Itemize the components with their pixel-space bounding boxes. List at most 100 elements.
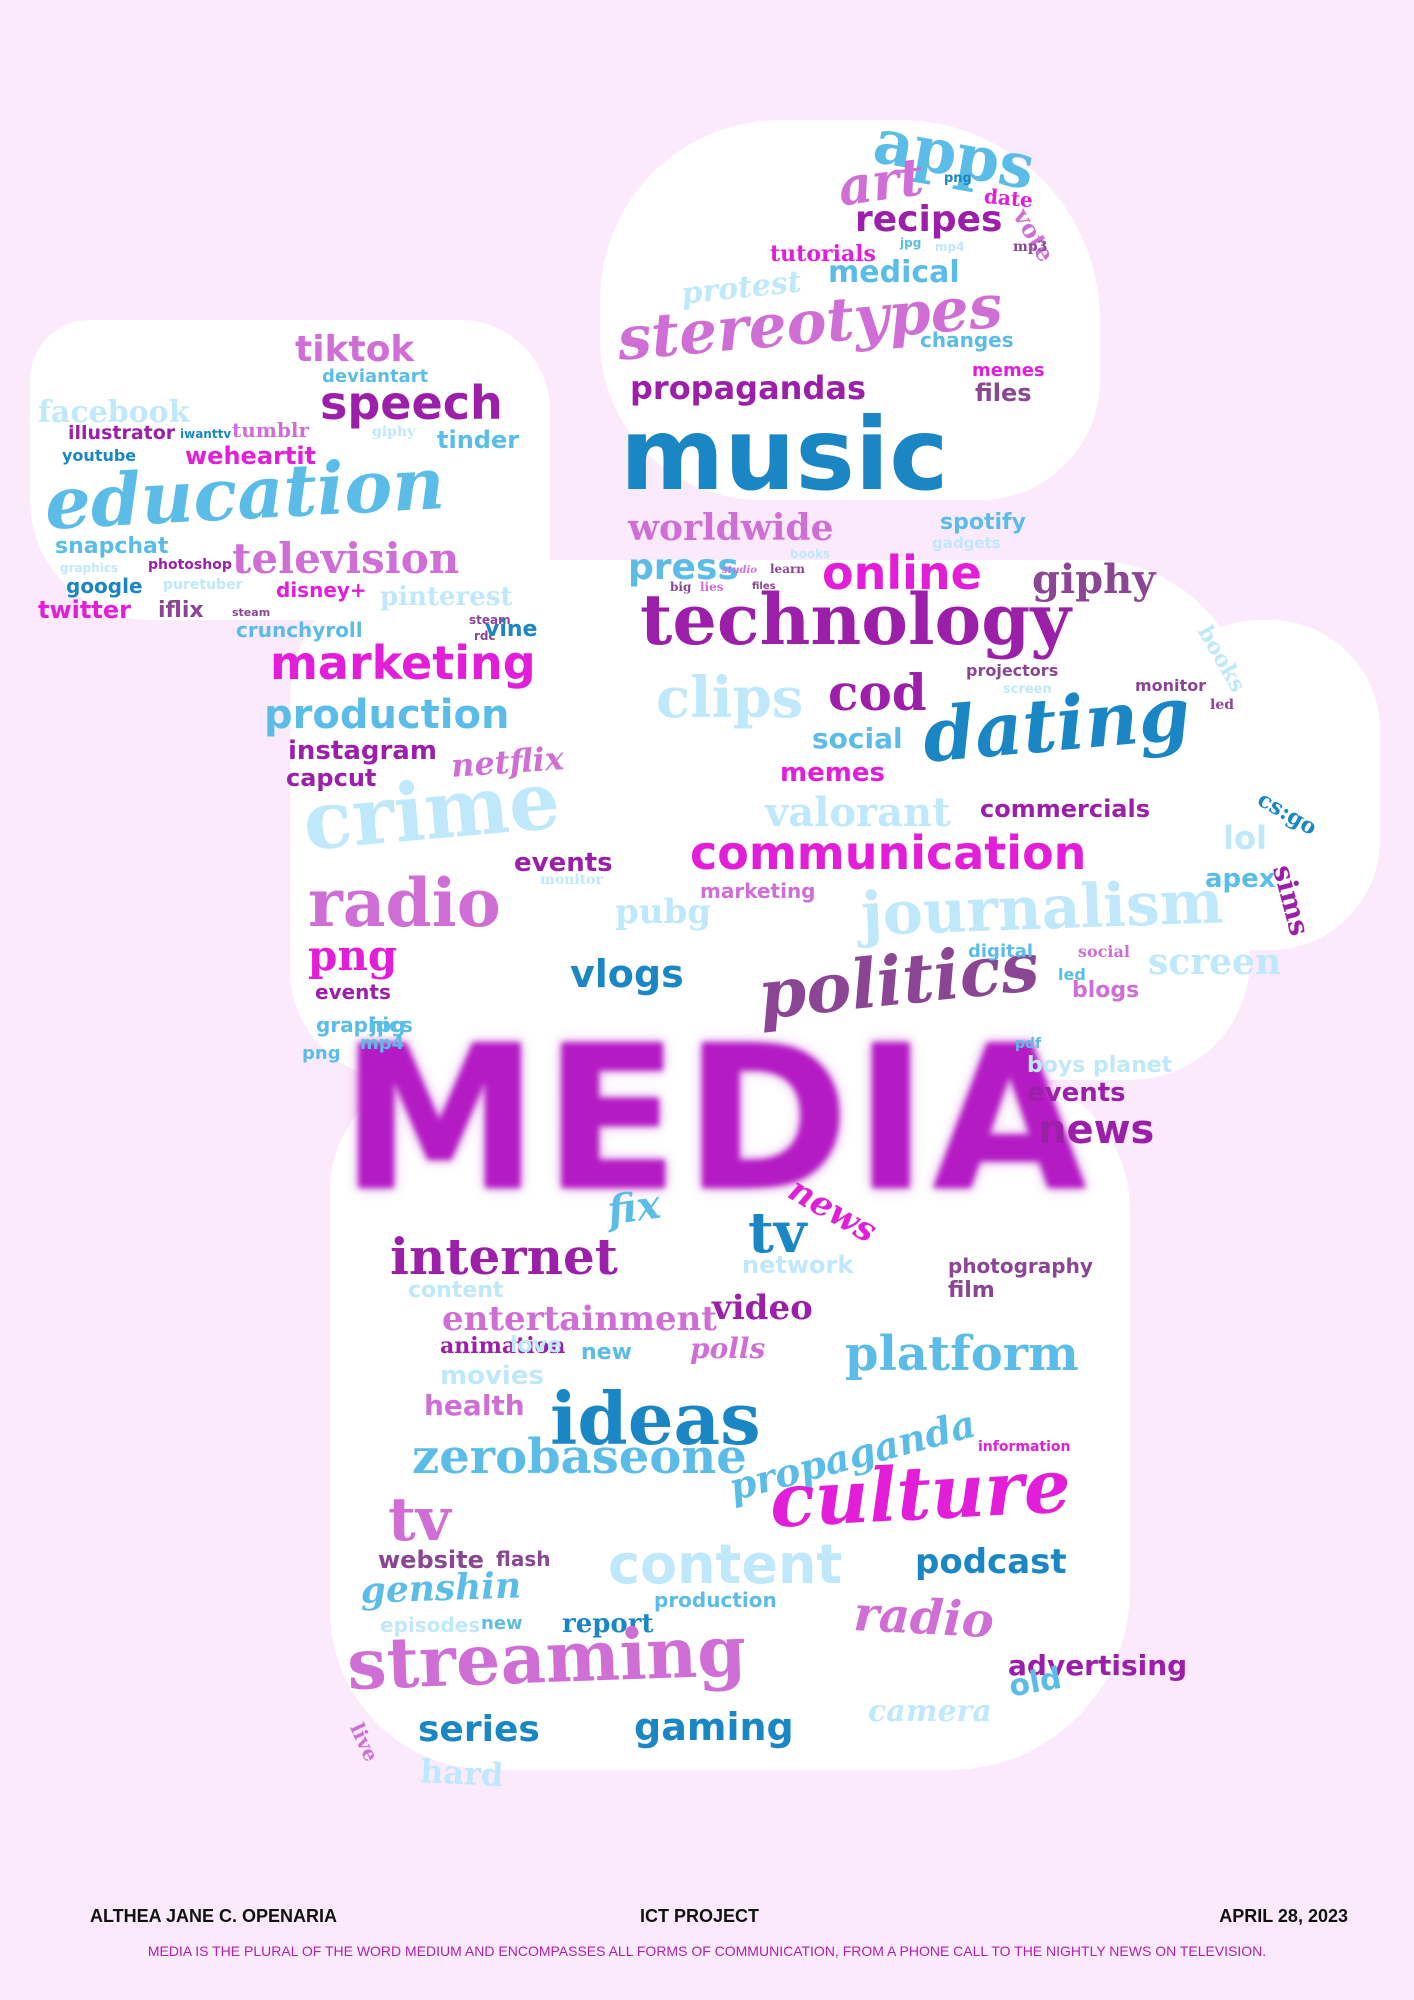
cloud-word: mp3 [1013, 239, 1048, 255]
cloud-word: memes [972, 360, 1045, 381]
cloud-word: streaming [345, 1609, 748, 1706]
cloud-word: social [812, 722, 903, 755]
cloud-word: rdc [474, 629, 496, 643]
cloud-word: platform [845, 1326, 1079, 1382]
cloud-word: weheartit [185, 442, 317, 470]
cloud-word: marketing [270, 636, 536, 690]
cloud-word: crime [299, 752, 564, 869]
cloud-word: crunchyroll [236, 618, 363, 642]
cloud-word: illustrator [68, 422, 176, 444]
cloud-word: zerobaseone [412, 1429, 747, 1485]
cloud-word: digital [968, 941, 1034, 962]
cloud-word: news [1038, 1107, 1155, 1153]
cloud-word: iwanttv [180, 427, 232, 441]
cloud-word: jpg [370, 1013, 406, 1037]
cloud-word: flash [496, 1547, 551, 1571]
cloud-word: television [232, 534, 460, 583]
cloud-word: episodes [380, 1613, 481, 1637]
cloud-word: pdf [1015, 1036, 1042, 1052]
cloud-word: genshin [359, 1564, 522, 1612]
cloud-word: production [654, 1588, 777, 1612]
cloud-word: report [562, 1609, 654, 1639]
cloud-word: twitter [38, 596, 131, 624]
cloud-word: content [408, 1278, 504, 1303]
cloud-word: social [1078, 942, 1130, 961]
cloud-word: png [308, 931, 398, 980]
cloud-word: information [978, 1439, 1071, 1455]
cloud-word: vote [1007, 203, 1061, 267]
cloud-word: events [1027, 1078, 1126, 1108]
cloud-word: gaming [634, 1705, 794, 1749]
cloud-word: studio [722, 565, 757, 576]
cloud-word: giphy [1032, 556, 1156, 603]
cloud-word: content [608, 1533, 843, 1596]
cloud-word: blogs [1072, 978, 1140, 1003]
cloud-word: lol [1223, 819, 1267, 857]
cloud-word: film [948, 1278, 995, 1303]
cloud-word: graphics [60, 561, 119, 575]
cloud-word: music [620, 396, 949, 513]
cloud-word: files [975, 379, 1032, 407]
cloud-word: medical [828, 255, 960, 290]
cloud-word: communication [690, 826, 1087, 880]
cloud-word: worldwide [628, 507, 834, 549]
cloud-word: cod [828, 663, 927, 722]
cloud-word: internet [390, 1227, 618, 1286]
cloud-word: speech [320, 376, 503, 430]
silhouette-lower-body [330, 1070, 1130, 1770]
cloud-word: changes [920, 328, 1014, 352]
cloud-word: clips [656, 665, 804, 731]
cloud-word: hard [419, 1752, 505, 1795]
cloud-word: files [752, 581, 776, 592]
cloud-word: spotify [940, 510, 1026, 535]
cloud-word: pinterest [380, 582, 513, 612]
cloud-word: screen [1148, 941, 1282, 983]
author-name: ALTHEA JANE C. OPENARIA [90, 1906, 338, 1926]
cloud-word: projectors [966, 661, 1059, 680]
cloud-word: animation [440, 1333, 566, 1359]
cloud-word: snapchat [55, 534, 169, 559]
cloud-word: video [712, 1288, 813, 1328]
cloud-word: boys planet [1027, 1053, 1173, 1078]
cloud-word: education [42, 440, 447, 546]
cloud-word: png [944, 171, 972, 186]
project-date: APRIL 28, 2023 [1219, 1906, 1348, 1926]
cloud-word: love [510, 1333, 562, 1358]
cloud-word: polls [690, 1332, 766, 1365]
cloud-word: big [670, 580, 692, 594]
cloud-word: events [315, 980, 391, 1004]
cloud-word: gadgets [932, 534, 1001, 552]
cloud-word: commercials [980, 795, 1151, 823]
center-word-media: MEDIA [340, 1003, 1091, 1236]
cloud-word: marketing [700, 879, 816, 903]
cloud-word: deviantart [322, 366, 429, 387]
cloud-word: png [302, 1043, 341, 1064]
cloud-word: google [66, 574, 143, 598]
cloud-word: led [1210, 697, 1235, 713]
cloud-word: capcut [286, 764, 377, 792]
cloud-word: iflix [158, 598, 204, 623]
cloud-word: learn [770, 562, 806, 576]
cloud-word: new [581, 1340, 632, 1365]
cloud-word: movies [440, 1361, 544, 1391]
cloud-word: vlogs [570, 952, 684, 996]
media-definition: MEDIA IS THE PLURAL OF THE WORD MEDIUM A… [147, 1943, 1267, 1959]
cloud-word: health [424, 1389, 525, 1422]
cloud-word: graphics [316, 1013, 413, 1037]
cloud-word: journalism [859, 867, 1225, 950]
cloud-word: technology [640, 578, 1071, 661]
cloud-word: monitor [540, 872, 603, 888]
cloud-word: tv [748, 1200, 807, 1266]
cloud-word: instagram [288, 736, 437, 766]
cloud-word: pubg [615, 892, 712, 932]
cloud-word: radio [852, 1586, 996, 1650]
cloud-word: mp4 [360, 1033, 405, 1054]
silhouette-head [600, 120, 1100, 500]
cloud-word: website [378, 1546, 484, 1574]
cloud-word: network [742, 1251, 854, 1279]
silhouette-torso [290, 560, 1250, 1080]
cloud-word: steam [469, 613, 511, 627]
cloud-word: tinder [437, 426, 520, 454]
cloud-word: facebook [38, 395, 190, 430]
